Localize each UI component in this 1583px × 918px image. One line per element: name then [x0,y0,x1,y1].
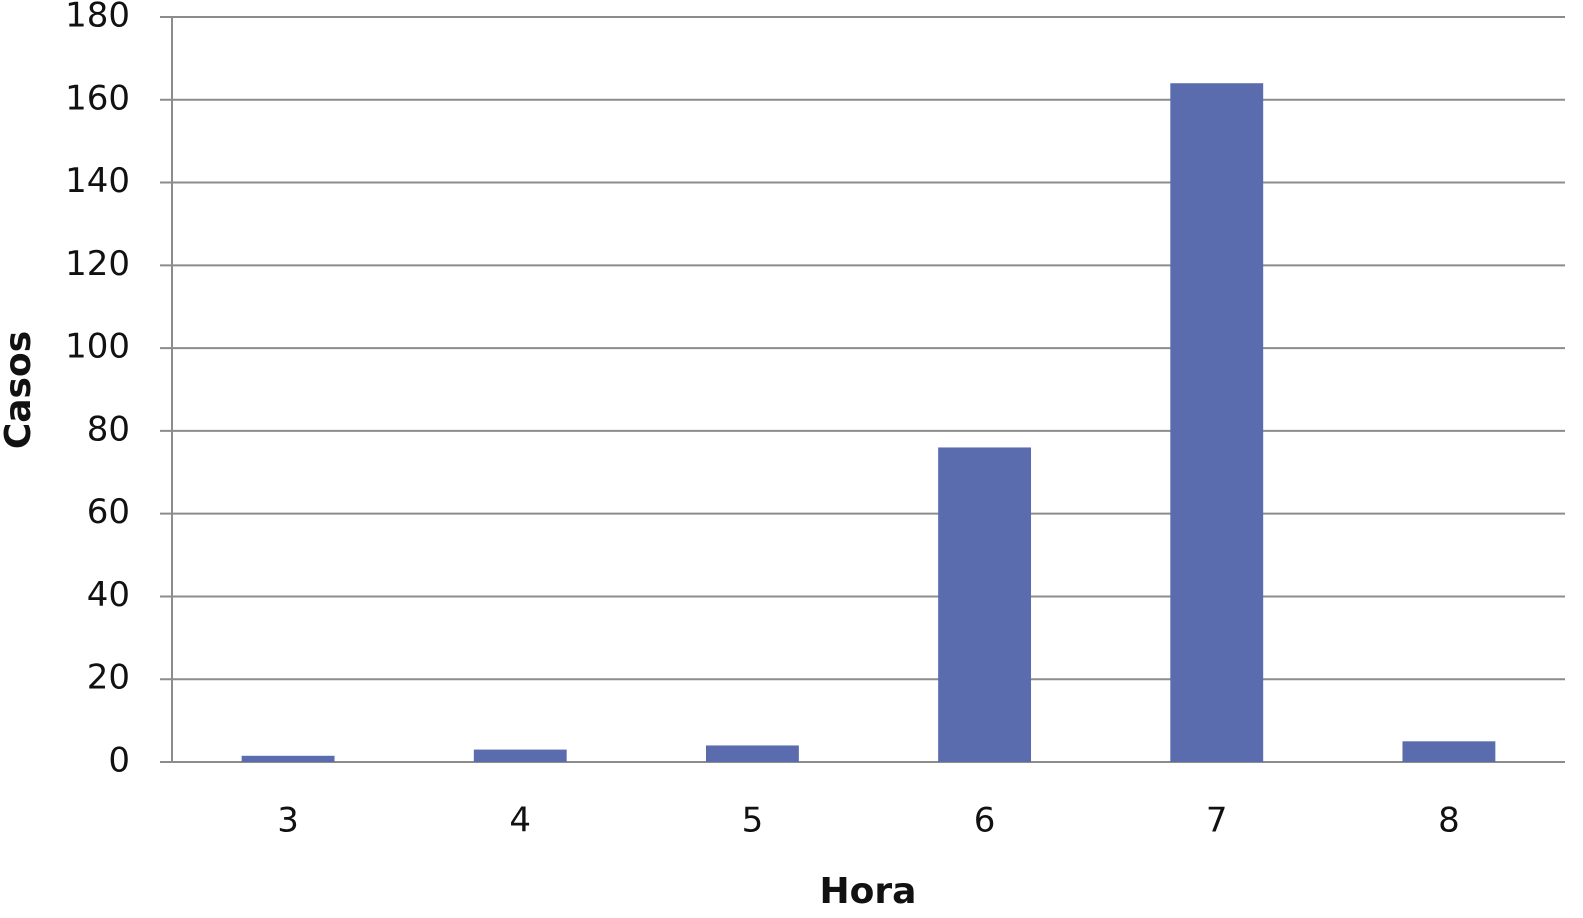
bar [1402,741,1496,762]
bar [1170,83,1264,762]
x-tick-label: 8 [1438,801,1460,841]
bar [938,447,1032,762]
y-tick-label: 120 [65,244,130,284]
y-tick-label: 60 [87,492,130,532]
bar [473,749,567,762]
y-tick-label: 140 [65,161,130,201]
y-tick-label: 0 [108,741,130,781]
y-tick-label: 20 [87,658,130,698]
x-axis-title: Hora [820,871,917,912]
y-axis-title: Casos [0,331,39,449]
x-tick-label: 5 [742,801,764,841]
y-tick-label: 160 [65,78,130,118]
bar [241,755,335,762]
y-tick-label: 180 [65,0,130,36]
y-tick-label: 40 [87,575,130,615]
y-tick-label: 80 [87,409,130,449]
bar [705,745,799,762]
x-tick-label: 6 [974,801,996,841]
y-tick-label: 100 [65,327,130,367]
x-tick-label: 3 [277,801,299,841]
x-tick-label: 4 [509,801,531,841]
x-tick-label: 7 [1206,801,1228,841]
